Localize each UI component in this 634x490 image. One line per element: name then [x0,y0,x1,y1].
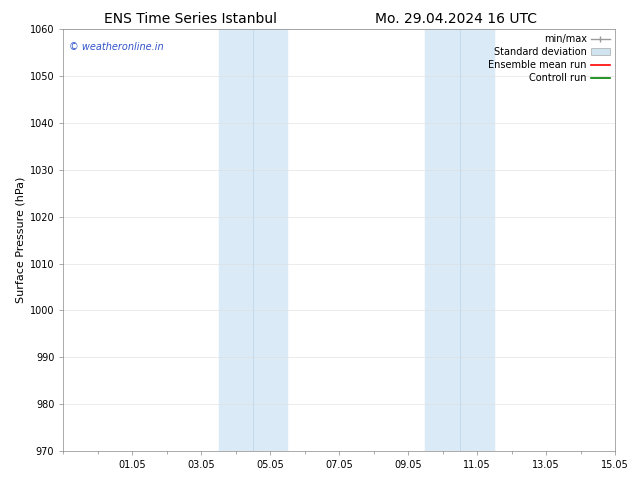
Legend: min/max, Standard deviation, Ensemble mean run, Controll run: min/max, Standard deviation, Ensemble me… [488,34,610,83]
Text: Mo. 29.04.2024 16 UTC: Mo. 29.04.2024 16 UTC [375,12,538,26]
Text: © weatheronline.in: © weatheronline.in [69,42,164,52]
Bar [425,29,495,451]
Text: ENS Time Series Istanbul: ENS Time Series Istanbul [104,12,276,26]
Bar [219,29,287,451]
Y-axis label: Surface Pressure (hPa): Surface Pressure (hPa) [16,177,25,303]
